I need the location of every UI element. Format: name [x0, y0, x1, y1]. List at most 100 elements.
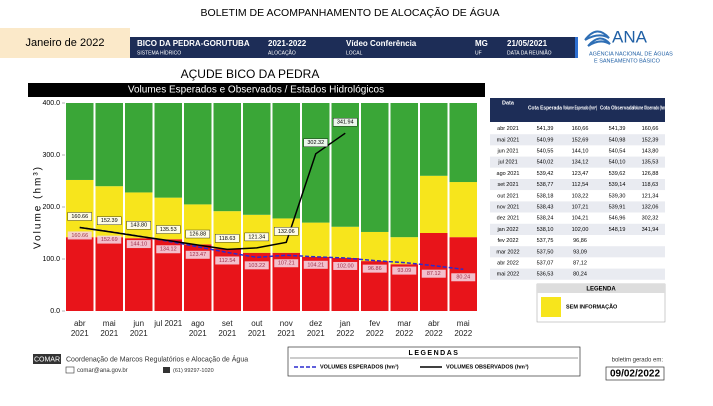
table-row: [490, 134, 665, 146]
field-value: BICO DA PEDRA-GORUTUBA: [137, 39, 250, 48]
y-tick-label: 300.0: [42, 152, 60, 159]
logo-name: ANA: [612, 27, 648, 46]
y-tick-label: 0.0: [50, 308, 60, 315]
table-cell: 160,66: [572, 126, 589, 132]
table-cell: 538,10: [537, 227, 554, 233]
y-tick-label: 400.0: [42, 100, 60, 107]
x-tick-label: nov 2021: [277, 319, 296, 338]
chart-title: Volumes Esperados e Observados / Estados…: [128, 85, 384, 96]
data-label: 160.66: [71, 214, 88, 220]
table-row: [490, 212, 665, 224]
data-label: 135.53: [160, 227, 177, 233]
label-box: [156, 225, 181, 234]
table-cell: abr 2022: [497, 260, 519, 266]
data-label: 121.34: [248, 234, 265, 240]
table-cell: nov 2021: [497, 204, 520, 210]
table-cell: 126,88: [642, 171, 659, 177]
logo-line1: AGÊNCIA NACIONAL DE ÁGUAS: [589, 49, 673, 57]
table-header: [490, 98, 665, 122]
field-label: UF: [475, 50, 482, 56]
table-cell: mai 2022: [497, 272, 520, 278]
label-box: [185, 229, 210, 239]
bar-segment: [302, 222, 330, 257]
table-row: [490, 201, 665, 213]
data-label: 160.66: [71, 233, 88, 239]
table-cell: 538,77: [537, 182, 554, 188]
label-box: [215, 256, 240, 265]
bar-segment: [272, 218, 300, 253]
table-cell: 104,21: [572, 216, 589, 222]
table-header-cell: Data: [502, 100, 515, 106]
phone-icon: [163, 367, 170, 373]
table-cell: 118,63: [642, 182, 658, 188]
bar-segment: [95, 237, 123, 311]
table-cell: jul 2021: [497, 160, 517, 166]
table-cell: 341,94: [642, 227, 659, 233]
table-cell: 539,91: [609, 204, 626, 210]
header-accent: [575, 37, 578, 58]
table-cell: 143,80: [642, 148, 659, 154]
table-row: [490, 268, 665, 280]
logo-line2: E SANEAMENTO BÁSICO: [594, 57, 661, 64]
data-label: 302.32: [307, 140, 324, 146]
plot: 0.0 100.0 200.0 300.0 400.0 160.66 152.69 144.1…: [42, 100, 477, 315]
table-cell: 96,86: [573, 238, 587, 244]
table-row: [490, 190, 665, 202]
bar-segment: [154, 103, 182, 198]
data-label: 112.54: [219, 258, 235, 264]
legend-label: VOLUMES OBSERVADOS (hm³): [446, 363, 529, 370]
data-label: 134.12: [160, 247, 177, 253]
table-cell: set 2021: [497, 182, 518, 188]
data-table: Data Cota Esperada Volume Esperado (hm³) Co…: [490, 98, 667, 280]
data-label: 341.94: [337, 120, 354, 126]
bar-segment: [331, 226, 359, 258]
bar-segment: [184, 103, 212, 205]
label-box: [274, 259, 299, 268]
field-value: 21/05/2021: [507, 39, 548, 48]
data-label: 152.69: [101, 237, 118, 243]
generated-date: 09/02/2022: [610, 369, 660, 380]
table-cell: 93,09: [573, 249, 587, 255]
bar-segment: [390, 103, 418, 238]
table-header-cell: Volume Esperado (hm³): [563, 105, 597, 111]
comar-logo: [33, 354, 61, 364]
label-box: [451, 273, 476, 282]
label-box: [185, 250, 210, 259]
table-cell: 541,39: [537, 126, 554, 132]
table-row: [490, 156, 665, 168]
data-label: 144.10: [130, 242, 147, 248]
table-cell: 538,18: [537, 193, 554, 199]
label-box: [67, 212, 92, 221]
field-label: LOCAL: [346, 50, 363, 56]
x-tick-label: abr 2022: [424, 319, 443, 338]
table-row: [490, 123, 665, 135]
data-label: 152.39: [101, 218, 118, 224]
table-cell: 540,55: [537, 148, 554, 154]
label-box: [421, 269, 446, 278]
bar-segment: [302, 103, 330, 223]
table-cell: 537,50: [537, 249, 554, 255]
field-value: 2021-2022: [268, 39, 307, 48]
phone: (61) 99297-1020: [173, 368, 214, 374]
label-box: [156, 245, 181, 254]
table-cell: dez 2021: [497, 216, 520, 222]
data-label: 103.22: [248, 263, 265, 269]
table-row: [490, 235, 665, 247]
legend-label: VOLUMES ESPERADOS (hm³): [320, 363, 399, 370]
table-cell: fev 2022: [497, 238, 518, 244]
table-row: [490, 246, 665, 258]
label-box: [362, 264, 387, 273]
bar-segment: [390, 237, 418, 265]
table-header-cell: Volume Observado (hm³): [633, 105, 667, 111]
table-cell: 540,98: [609, 137, 626, 143]
bar-segment: [125, 238, 153, 311]
label-box: [67, 231, 92, 240]
x-tick-label: jul 2021: [154, 319, 183, 328]
email: comar@ana.gov.br: [77, 368, 128, 374]
data-label: 143.80: [130, 223, 147, 229]
field-label: DATA DA REUNIÃO: [507, 49, 552, 56]
bar-segment: [449, 182, 477, 238]
table-cell: 539,42: [537, 171, 554, 177]
y-tick-label: 200.0: [42, 204, 60, 211]
